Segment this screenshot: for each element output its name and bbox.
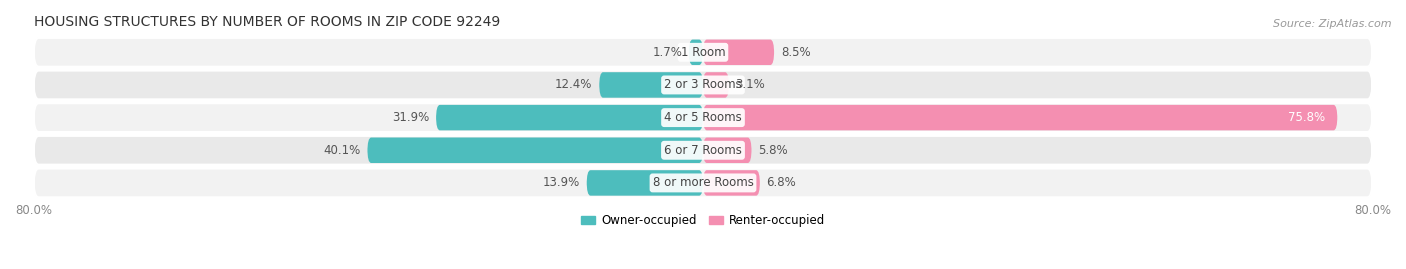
Text: 1.7%: 1.7% <box>652 46 682 59</box>
Text: HOUSING STRUCTURES BY NUMBER OF ROOMS IN ZIP CODE 92249: HOUSING STRUCTURES BY NUMBER OF ROOMS IN… <box>34 15 499 29</box>
Text: 13.9%: 13.9% <box>543 176 581 189</box>
Text: 31.9%: 31.9% <box>392 111 429 124</box>
Text: 6.8%: 6.8% <box>766 176 796 189</box>
Text: 1 Room: 1 Room <box>681 46 725 59</box>
FancyBboxPatch shape <box>599 72 703 98</box>
Text: 6 or 7 Rooms: 6 or 7 Rooms <box>664 144 742 157</box>
Text: 5.8%: 5.8% <box>758 144 787 157</box>
FancyBboxPatch shape <box>703 40 775 65</box>
Text: Source: ZipAtlas.com: Source: ZipAtlas.com <box>1274 19 1392 29</box>
Text: 8 or more Rooms: 8 or more Rooms <box>652 176 754 189</box>
FancyBboxPatch shape <box>689 40 703 65</box>
FancyBboxPatch shape <box>586 170 703 196</box>
FancyBboxPatch shape <box>34 70 1372 99</box>
Text: 75.8%: 75.8% <box>1288 111 1324 124</box>
Text: 2 or 3 Rooms: 2 or 3 Rooms <box>664 79 742 91</box>
FancyBboxPatch shape <box>34 38 1372 67</box>
FancyBboxPatch shape <box>367 137 703 163</box>
FancyBboxPatch shape <box>703 170 759 196</box>
FancyBboxPatch shape <box>34 169 1372 197</box>
FancyBboxPatch shape <box>34 103 1372 132</box>
FancyBboxPatch shape <box>703 72 728 98</box>
Text: 12.4%: 12.4% <box>555 79 592 91</box>
Text: 8.5%: 8.5% <box>780 46 810 59</box>
Text: 40.1%: 40.1% <box>323 144 361 157</box>
FancyBboxPatch shape <box>436 105 703 130</box>
FancyBboxPatch shape <box>34 136 1372 165</box>
Legend: Owner-occupied, Renter-occupied: Owner-occupied, Renter-occupied <box>576 209 830 232</box>
FancyBboxPatch shape <box>703 137 752 163</box>
Text: 4 or 5 Rooms: 4 or 5 Rooms <box>664 111 742 124</box>
FancyBboxPatch shape <box>703 105 1337 130</box>
Text: 3.1%: 3.1% <box>735 79 765 91</box>
